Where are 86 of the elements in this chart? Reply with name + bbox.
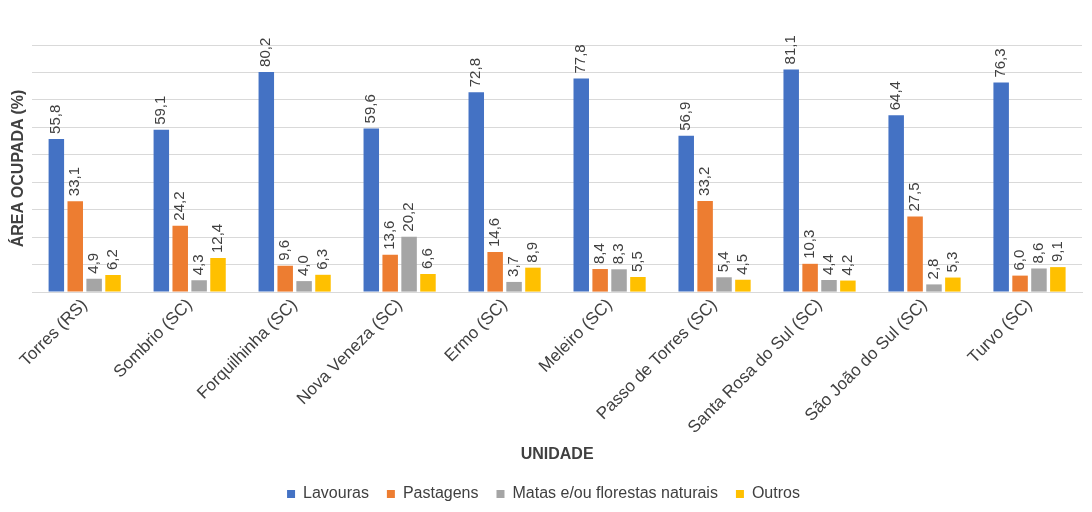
bar [153, 129, 170, 292]
bar [67, 201, 83, 292]
x-axis-title: UNIDADE [520, 444, 594, 462]
data-label: 33,2 [695, 166, 713, 196]
bar [258, 71, 275, 292]
data-label: 9,1 [1048, 241, 1065, 263]
data-label: 3,7 [504, 256, 522, 277]
data-label: 10,3 [800, 229, 818, 259]
bar [277, 265, 293, 292]
data-label: 76,3 [991, 48, 1009, 78]
bar [401, 236, 417, 292]
bar [592, 269, 608, 292]
data-label: 5,3 [943, 251, 961, 273]
data-label: 33,1 [65, 167, 83, 197]
legend-label: Lavouras [303, 484, 369, 502]
data-label: 4,5 [733, 253, 751, 275]
bar [678, 135, 694, 292]
bar [525, 267, 541, 292]
bar [783, 69, 799, 292]
data-label: 27,5 [905, 182, 923, 212]
data-label: 81,1 [781, 35, 799, 65]
data-label: 2,8 [924, 258, 942, 280]
bar [821, 280, 837, 292]
y-axis-title: ÁREA OCUPADA (%) [8, 89, 27, 248]
data-label: 24,2 [170, 191, 188, 221]
bar [382, 254, 398, 292]
bar [993, 82, 1009, 292]
data-label: 4,9 [84, 252, 102, 274]
bar [735, 279, 751, 292]
data-label: 8,4 [590, 243, 608, 265]
bar [191, 280, 207, 292]
bar [611, 269, 627, 292]
bar [363, 128, 380, 292]
legend-label: Matas e/ou florestas naturais [512, 484, 718, 502]
bar [630, 276, 646, 292]
data-label: 9,6 [275, 239, 293, 261]
data-label: 8,6 [1029, 242, 1047, 264]
data-label: 8,3 [609, 243, 627, 265]
bar [296, 281, 312, 292]
data-label: 6,3 [313, 248, 331, 270]
data-label: 14,6 [485, 217, 503, 248]
bar [926, 284, 942, 292]
bar [468, 92, 485, 292]
data-label: 56,9 [676, 101, 694, 131]
legend-label: Outros [751, 484, 800, 502]
bar [1050, 267, 1066, 292]
data-label: 77,8 [571, 44, 589, 74]
bar [716, 277, 732, 292]
data-label: 4,3 [189, 254, 207, 276]
data-label: 12,4 [208, 223, 226, 254]
bar [1012, 275, 1028, 292]
data-label: 5,4 [714, 251, 732, 273]
bar [172, 225, 188, 292]
data-label: 20,2 [399, 202, 417, 232]
data-label: 4,0 [294, 255, 312, 277]
data-label: 64,4 [886, 81, 904, 111]
bar [105, 275, 121, 292]
data-label: 6,0 [1010, 249, 1028, 271]
data-label: 6,2 [103, 249, 121, 271]
bar [420, 273, 436, 292]
data-label: 72,8 [466, 58, 484, 88]
data-label: 8,9 [523, 241, 541, 263]
bar [888, 115, 904, 292]
data-label: 5,5 [628, 251, 646, 272]
data-label: 4,4 [819, 254, 837, 276]
bar [573, 78, 589, 292]
bar [487, 252, 503, 292]
data-label: 59,6 [361, 94, 379, 124]
bar [802, 263, 818, 292]
data-label: 80,2 [256, 37, 274, 67]
data-label: 6,6 [418, 248, 436, 269]
bar [907, 216, 923, 292]
bar [506, 281, 522, 292]
bar [945, 277, 961, 292]
bar [86, 278, 102, 292]
data-label: 59,1 [151, 95, 169, 125]
bar [840, 280, 856, 292]
data-label: 13,6 [380, 220, 398, 250]
legend-label: Pastagens [402, 484, 479, 502]
bar [315, 274, 331, 292]
bar [1031, 268, 1047, 292]
data-label: 55,8 [46, 104, 64, 134]
bar [48, 138, 65, 292]
data-label: 4,2 [838, 254, 856, 276]
bar [697, 200, 713, 292]
bar [210, 258, 226, 292]
